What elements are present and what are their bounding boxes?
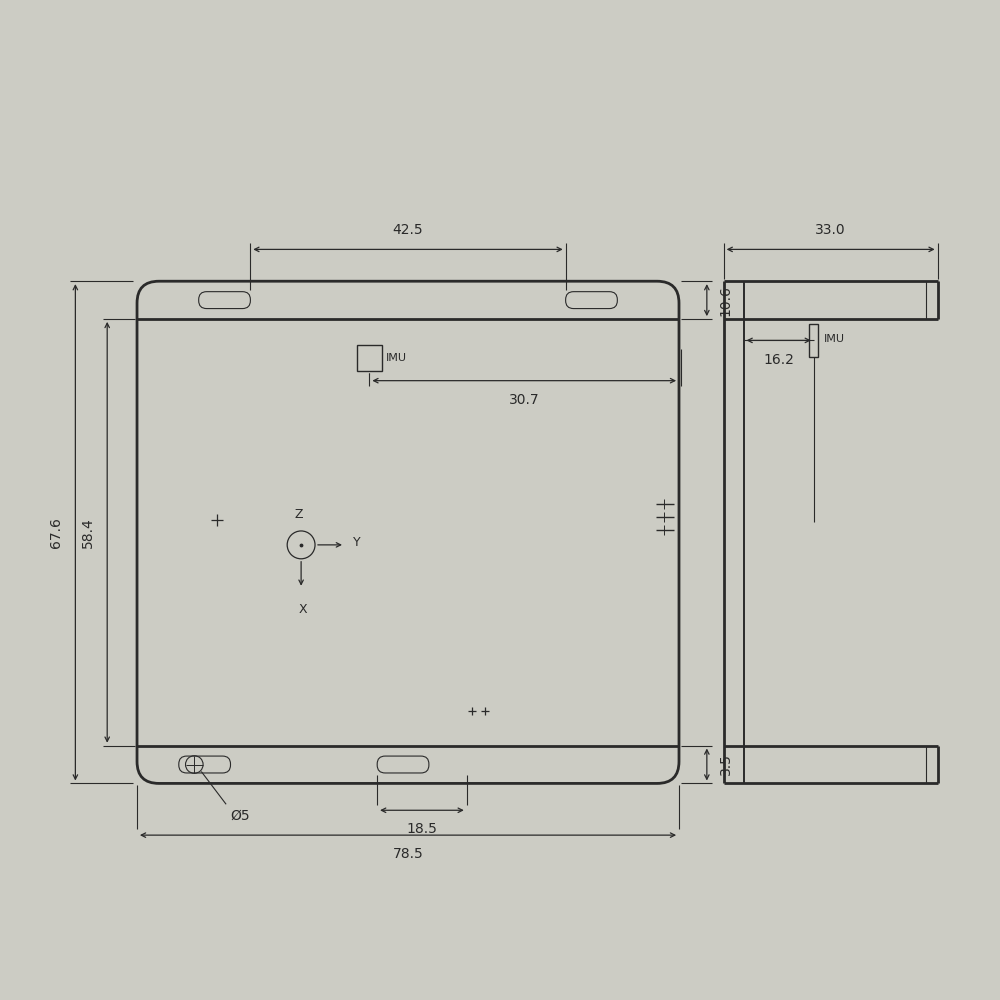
Text: 58.4: 58.4 — [81, 517, 95, 548]
Text: 16.2: 16.2 — [763, 353, 794, 367]
Text: 3.5: 3.5 — [719, 754, 733, 775]
Bar — [809, 324, 818, 357]
Text: 30.7: 30.7 — [509, 393, 540, 407]
Text: Y: Y — [353, 536, 360, 549]
Text: 42.5: 42.5 — [393, 223, 423, 237]
Text: 10.6: 10.6 — [719, 285, 733, 316]
Text: 18.5: 18.5 — [406, 822, 437, 836]
Text: 33.0: 33.0 — [815, 223, 846, 237]
Text: 78.5: 78.5 — [393, 847, 423, 861]
Bar — [357, 345, 382, 371]
Text: IMU: IMU — [386, 353, 407, 363]
Text: X: X — [299, 603, 307, 616]
Text: Ø5: Ø5 — [230, 808, 250, 822]
Text: IMU: IMU — [824, 334, 845, 344]
Text: Z: Z — [295, 508, 303, 521]
Text: 67.6: 67.6 — [49, 517, 63, 548]
